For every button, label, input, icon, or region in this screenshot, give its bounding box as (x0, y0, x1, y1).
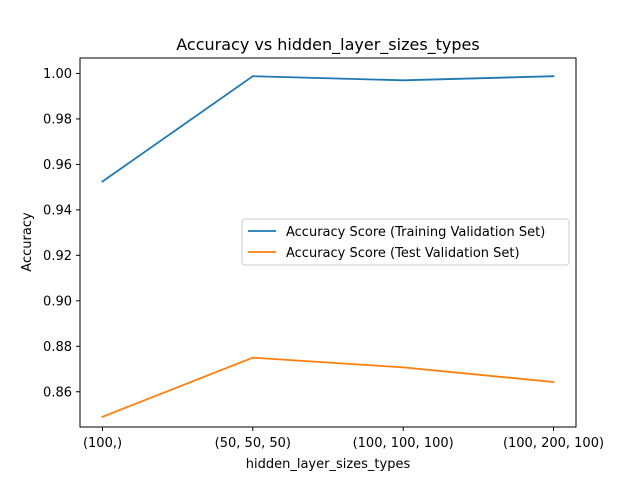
y-tick-label: 0.90 (43, 294, 72, 309)
y-axis: 0.86 0.88 0.90 0.92 0.94 0.96 0.98 1.00 (43, 67, 80, 400)
series-line-test (101, 356, 555, 418)
y-tick-label: 0.94 (43, 203, 72, 218)
x-axis-label: hidden_layer_sizes_types (246, 457, 411, 472)
legend-label-test: Accuracy Score (Test Validation Set) (286, 246, 520, 261)
x-tick-label: (100, 200, 100) (503, 436, 604, 451)
y-tick-label: 0.98 (43, 112, 72, 127)
series-line-training (101, 75, 555, 183)
y-tick-label: 0.92 (43, 249, 72, 264)
legend-label-training: Accuracy Score (Training Validation Set) (286, 225, 545, 240)
x-axis: (100,) (50, 50, 50) (100, 100, 100) (100, 2… (83, 427, 604, 451)
legend: Accuracy Score (Training Validation Set)… (241, 218, 570, 266)
y-tick-label: 1.00 (43, 67, 72, 82)
chart-title: Accuracy vs hidden_layer_sizes_types (176, 35, 479, 55)
y-tick-label: 0.96 (43, 158, 72, 173)
y-tick-label: 0.86 (43, 385, 72, 400)
legend-box (241, 218, 570, 266)
x-tick-label: (50, 50, 50) (215, 436, 291, 451)
x-tick-label: (100, 100, 100) (353, 436, 454, 451)
plot-area-frame (79, 57, 577, 428)
x-tick-label: (100,) (83, 436, 122, 451)
series-layer (101, 75, 555, 418)
y-axis-label: Accuracy (20, 212, 35, 272)
y-tick-label: 0.88 (43, 340, 72, 355)
